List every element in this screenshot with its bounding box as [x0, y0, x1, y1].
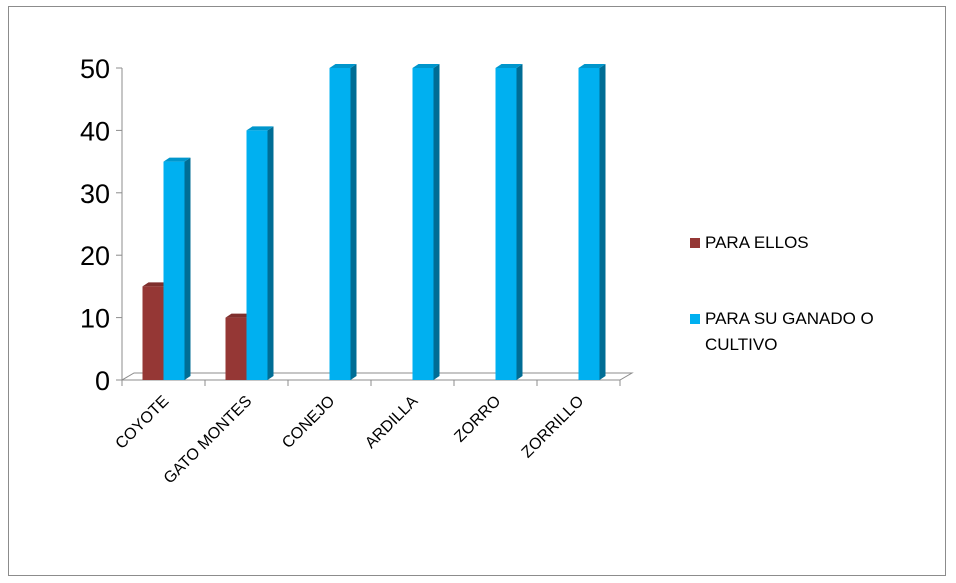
x-tick-label: ZORRO	[451, 393, 504, 446]
y-tick-label: 30	[80, 179, 110, 209]
bar-para-su-ganado-conejo	[329, 64, 357, 380]
bar-para-su-ganado-zorro	[495, 64, 523, 380]
x-tick-label: CONEJO	[279, 393, 338, 452]
y-tick-label: 20	[80, 241, 110, 271]
bar-para-su-ganado-zorrillo	[578, 64, 606, 380]
x-tick-label: COYOTE	[113, 393, 173, 453]
legend-swatch	[690, 238, 700, 248]
y-tick-label: 10	[80, 304, 110, 334]
x-tick-label: ARDILLA	[362, 393, 421, 452]
chart-floor	[120, 372, 634, 381]
bar-para-su-ganado-gato-montes	[246, 126, 274, 381]
legend-swatch	[690, 314, 700, 324]
y-tick-label: 0	[95, 366, 110, 396]
x-tick-label: GATO MONTES	[161, 393, 256, 488]
y-tick-label: 40	[80, 116, 110, 146]
bar-para-su-ganado-ardilla	[412, 64, 440, 380]
y-tick-label: 50	[80, 54, 110, 84]
legend-label: PARA SU GANADO O CULTIVO	[705, 309, 874, 354]
x-tick-label: ZORRILLO	[519, 393, 588, 462]
legend-label: PARA ELLOS	[705, 233, 809, 252]
bar-para-su-ganado-coyote	[163, 157, 191, 380]
